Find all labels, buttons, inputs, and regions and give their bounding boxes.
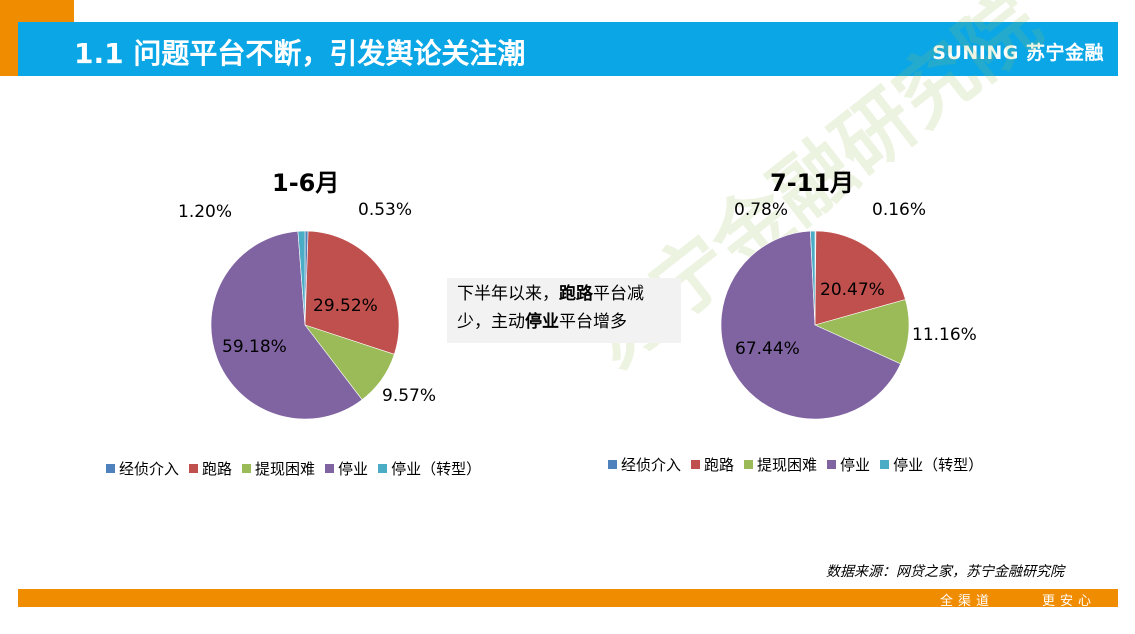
callout-text: 平台增多 <box>559 312 627 332</box>
header-bar: 1.1 问题平台不断，引发舆论关注潮 SUNING 苏宁金融 <box>18 22 1118 76</box>
legend-swatch <box>325 464 335 473</box>
footer-slogan-left: 全渠道 <box>940 594 995 609</box>
legend-label: 停业 <box>338 460 369 478</box>
legend-swatch <box>189 464 199 473</box>
legend-label: 提现困难 <box>255 460 316 478</box>
chart1-label-jingzhen: 0.53% <box>358 200 413 220</box>
legend-item: 经侦介入 <box>608 454 681 475</box>
legend-item: 停业（转型） <box>378 458 481 479</box>
legend-label: 停业 <box>840 456 871 474</box>
legend-label: 停业（转型） <box>893 456 984 474</box>
legend-swatch <box>880 460 890 469</box>
legend-label: 停业（转型） <box>391 460 482 478</box>
chart1-label-zhuanxing: 1.20% <box>178 202 233 222</box>
legend-label: 提现困难 <box>757 456 818 474</box>
legend-swatch <box>242 464 252 473</box>
pie1-slice-0 <box>304 230 309 326</box>
legend-swatch <box>106 464 115 473</box>
callout-bold: 跑路 <box>559 284 593 304</box>
page-title: 1.1 问题平台不断，引发舆论关注潮 <box>74 37 526 70</box>
legend-label: 跑路 <box>202 460 233 478</box>
legend-item: 提现困难 <box>242 458 315 479</box>
chart2-label-tingye: 67.44% <box>735 339 800 359</box>
chart1-label-tingye: 59.18% <box>222 337 287 357</box>
pie2-slice-0 <box>814 230 817 326</box>
chart2-legend: 经侦介入 跑路 提现困难 停业 停业（转型） <box>608 454 983 475</box>
callout-box: 下半年以来，跑路平台减 少，主动停业平台增多 <box>447 278 681 343</box>
callout-bold: 停业 <box>525 312 559 332</box>
legend-swatch <box>608 460 617 469</box>
footer-slogan-right: 更安心 <box>1042 594 1097 609</box>
legend-label: 跑路 <box>704 456 735 474</box>
chart1-legend: 经侦介入 跑路 提现困难 停业 停业（转型） <box>106 458 481 479</box>
pie2-slice-2 <box>814 299 910 365</box>
legend-swatch <box>378 464 388 473</box>
pie1-slice-3 <box>210 230 363 420</box>
legend-item: 提现困难 <box>744 454 817 475</box>
legend-item: 停业 <box>827 454 870 475</box>
pie2-slice-1 <box>814 230 906 326</box>
chart2-label-zhuanxing: 0.78% <box>734 200 789 220</box>
legend-item: 跑路 <box>691 454 734 475</box>
data-source-note: 数据来源：网贷之家，苏宁金融研究院 <box>826 564 1064 580</box>
chart1-label-tixian: 9.57% <box>382 386 437 406</box>
pie1-slice-2 <box>304 324 395 401</box>
brand-logo: SUNING 苏宁金融 <box>932 42 1104 64</box>
chart1-title: 1-6月 <box>272 169 340 197</box>
callout-text: 少，主动 <box>457 312 525 332</box>
chart2-label-jingzhen: 0.16% <box>872 200 927 220</box>
legend-swatch <box>827 460 837 469</box>
chart2-label-tixian: 11.16% <box>912 325 977 345</box>
legend-item: 经侦介入 <box>106 458 179 479</box>
legend-item: 停业（转型） <box>880 454 983 475</box>
pie1-slice-1 <box>304 230 400 355</box>
callout-line-2: 少，主动停业平台增多 <box>457 308 671 336</box>
footer-bar: 全渠道 更安心 <box>18 589 1118 609</box>
callout-text: 下半年以来， <box>457 284 559 304</box>
chart2-label-paolu: 20.47% <box>820 280 885 300</box>
legend-item: 跑路 <box>189 458 232 479</box>
legend-swatch <box>744 460 754 469</box>
legend-label: 经侦介入 <box>621 456 682 474</box>
chart2-title: 7-11月 <box>770 169 855 197</box>
legend-swatch <box>691 460 701 469</box>
chart1-label-paolu: 29.52% <box>313 296 378 316</box>
callout-text: 平台减 <box>593 284 644 304</box>
callout-line-1: 下半年以来，跑路平台减 <box>457 280 671 308</box>
legend-item: 停业 <box>325 458 368 479</box>
legend-label: 经侦介入 <box>119 460 180 478</box>
pie1-slice-4 <box>297 230 306 326</box>
